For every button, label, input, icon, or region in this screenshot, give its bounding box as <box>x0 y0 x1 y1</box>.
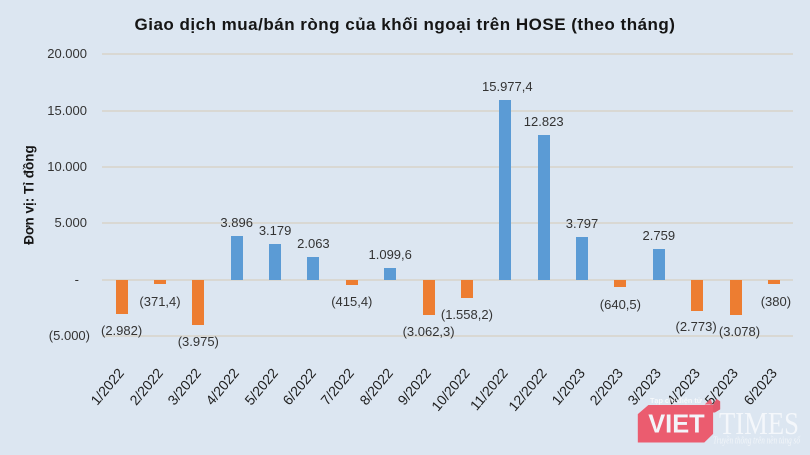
svg-text:VIET: VIET <box>648 411 705 439</box>
svg-text:Truyền thông trên nền tảng số: Truyền thông trên nền tảng số <box>713 436 801 447</box>
svg-text:TIMES: TIMES <box>719 406 799 441</box>
